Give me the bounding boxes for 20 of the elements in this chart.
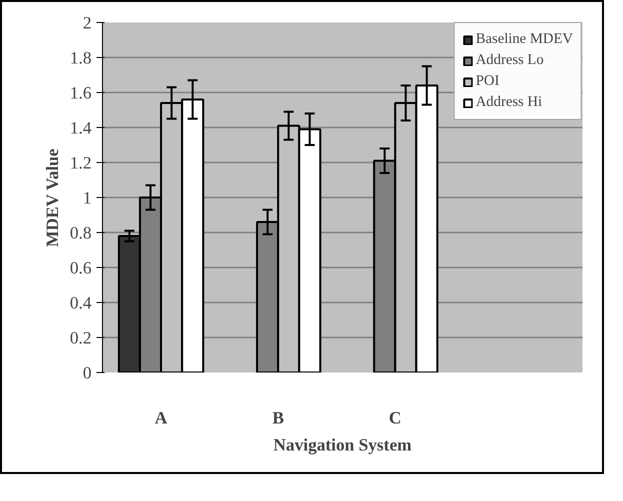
y-tick-label: 1.4 <box>70 118 92 138</box>
x-tick-label: B <box>272 408 284 428</box>
x-tick-label: C <box>388 408 402 428</box>
y-tick-label: 0.4 <box>70 294 92 312</box>
legend-label: Baseline MDEV <box>476 31 573 48</box>
legend-label: POI <box>476 73 500 90</box>
y-tick-label: 1.6 <box>70 84 92 102</box>
y-axis-title: MDEV Value <box>42 148 62 247</box>
x-tick-label: A <box>154 408 168 428</box>
y-tick-label: 2 <box>82 14 92 32</box>
y-tick-label: 0.2 <box>70 328 92 348</box>
legend-label: Address Lo <box>476 52 544 69</box>
y-tick-label: 1 <box>82 188 92 208</box>
y-tick-label: 0 <box>82 364 92 382</box>
y-tick-label: 1.2 <box>70 154 92 172</box>
y-tick-label: 0.8 <box>70 224 92 242</box>
x-axis-title: Navigation System <box>273 436 412 454</box>
y-tick-label: 0.6 <box>70 258 92 278</box>
legend-label: Address Hi <box>476 94 542 111</box>
y-tick-label: 1.8 <box>70 48 92 68</box>
